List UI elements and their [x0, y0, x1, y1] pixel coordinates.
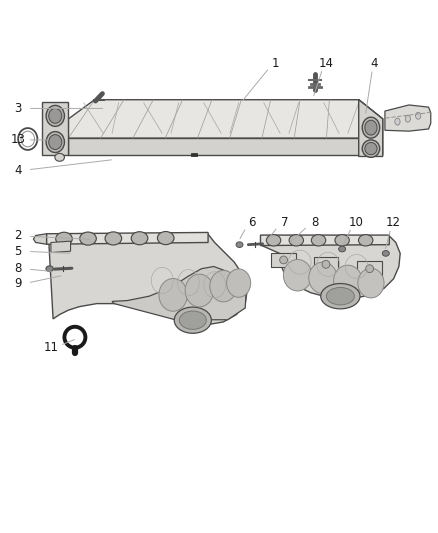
Ellipse shape	[335, 235, 350, 246]
Ellipse shape	[157, 231, 174, 245]
Polygon shape	[385, 105, 431, 131]
Ellipse shape	[266, 235, 281, 246]
Polygon shape	[112, 266, 246, 320]
Ellipse shape	[49, 135, 62, 149]
Polygon shape	[359, 100, 383, 157]
Ellipse shape	[405, 115, 410, 122]
Ellipse shape	[366, 265, 374, 272]
Text: 11: 11	[43, 341, 58, 354]
Text: 5: 5	[14, 245, 22, 258]
Ellipse shape	[334, 265, 362, 296]
Polygon shape	[68, 138, 359, 155]
Polygon shape	[272, 253, 296, 268]
Ellipse shape	[131, 232, 148, 245]
Text: 7: 7	[281, 216, 288, 229]
Text: 4: 4	[370, 57, 378, 70]
Polygon shape	[357, 261, 382, 276]
Text: 12: 12	[386, 216, 401, 229]
Ellipse shape	[339, 246, 346, 252]
Text: 10: 10	[349, 216, 364, 229]
Ellipse shape	[365, 142, 377, 155]
Ellipse shape	[46, 132, 64, 152]
Text: 2: 2	[14, 229, 22, 243]
Ellipse shape	[159, 279, 187, 311]
Ellipse shape	[289, 235, 304, 246]
Text: 13: 13	[11, 133, 25, 147]
Polygon shape	[49, 234, 247, 324]
Ellipse shape	[174, 307, 212, 333]
Ellipse shape	[362, 117, 380, 138]
Polygon shape	[51, 241, 71, 253]
Ellipse shape	[226, 269, 251, 297]
Ellipse shape	[322, 261, 330, 268]
Text: 14: 14	[318, 57, 333, 70]
Ellipse shape	[358, 235, 373, 246]
Polygon shape	[314, 257, 338, 272]
Ellipse shape	[311, 235, 326, 246]
Ellipse shape	[179, 311, 206, 329]
Polygon shape	[359, 100, 383, 155]
Ellipse shape	[210, 270, 237, 302]
Ellipse shape	[46, 106, 64, 126]
Ellipse shape	[358, 268, 384, 298]
Ellipse shape	[321, 284, 360, 309]
Text: 8: 8	[14, 262, 22, 275]
Text: 8: 8	[311, 216, 319, 229]
Ellipse shape	[80, 232, 96, 245]
Ellipse shape	[365, 120, 377, 135]
Ellipse shape	[416, 112, 421, 119]
Ellipse shape	[105, 232, 122, 245]
Text: 6: 6	[248, 216, 255, 229]
Text: 3: 3	[14, 102, 22, 115]
Ellipse shape	[395, 118, 400, 125]
Ellipse shape	[46, 266, 53, 271]
Polygon shape	[261, 235, 389, 246]
Polygon shape	[262, 236, 400, 298]
Ellipse shape	[362, 140, 380, 157]
Ellipse shape	[185, 274, 214, 307]
Ellipse shape	[55, 154, 64, 161]
Ellipse shape	[382, 251, 389, 256]
Ellipse shape	[49, 108, 62, 123]
Ellipse shape	[326, 287, 354, 305]
Polygon shape	[46, 232, 208, 244]
Polygon shape	[68, 100, 383, 138]
Ellipse shape	[280, 256, 288, 264]
Text: 9: 9	[14, 278, 22, 290]
Polygon shape	[33, 234, 46, 244]
Polygon shape	[191, 153, 197, 156]
Ellipse shape	[236, 242, 243, 247]
Polygon shape	[42, 102, 68, 155]
Ellipse shape	[309, 262, 337, 294]
Text: 4: 4	[14, 164, 22, 177]
Ellipse shape	[283, 260, 312, 291]
Ellipse shape	[56, 232, 72, 245]
Text: 1: 1	[272, 57, 279, 70]
